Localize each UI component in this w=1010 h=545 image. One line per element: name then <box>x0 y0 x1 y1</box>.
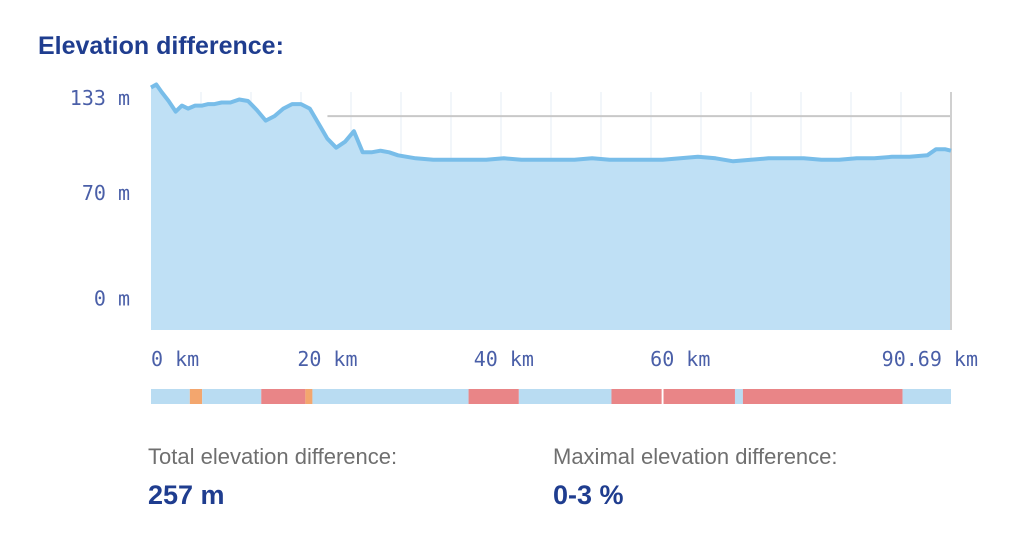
gradient-segment <box>189 389 203 404</box>
gradient-segment <box>663 389 735 404</box>
x-tick-label: 90.69 km <box>882 347 978 371</box>
gradient-segment <box>312 389 469 404</box>
gradient-segment <box>261 389 306 404</box>
x-tick-label: 60 km <box>650 347 710 371</box>
gradient-segment <box>468 389 519 404</box>
gradient-segment <box>742 389 903 404</box>
max-elevation-label: Maximal elevation difference: <box>553 444 838 469</box>
gradient-segment <box>305 389 313 404</box>
total-elevation-label: Total elevation difference: <box>148 444 398 469</box>
x-tick-label: 20 km <box>297 347 357 371</box>
x-tick-label: 40 km <box>474 347 534 371</box>
y-tick-label: 70 m <box>82 181 130 205</box>
y-tick-label: 133 m <box>70 86 130 110</box>
elevation-area <box>151 84 951 330</box>
gradient-segment <box>611 389 662 404</box>
total-elevation-value: 257 m <box>148 480 225 510</box>
gradient-segment <box>902 389 951 404</box>
y-tick-label: 0 m <box>94 286 130 310</box>
max-elevation-value: 0-3 % <box>553 480 624 510</box>
elevation-line <box>150 82 952 164</box>
chart-title: Elevation difference: <box>38 32 284 60</box>
elevation-chart: 133 m 70 m 0 m 0 km 20 km 40 km 60 km 90.69 km <box>70 82 978 404</box>
gradient-segment <box>151 389 190 404</box>
x-tick-label: 0 km <box>151 347 199 371</box>
gradient-segment <box>518 389 612 404</box>
gradient-segment <box>661 389 664 404</box>
gradient-segment <box>202 389 262 404</box>
gradient-segment <box>734 389 743 404</box>
